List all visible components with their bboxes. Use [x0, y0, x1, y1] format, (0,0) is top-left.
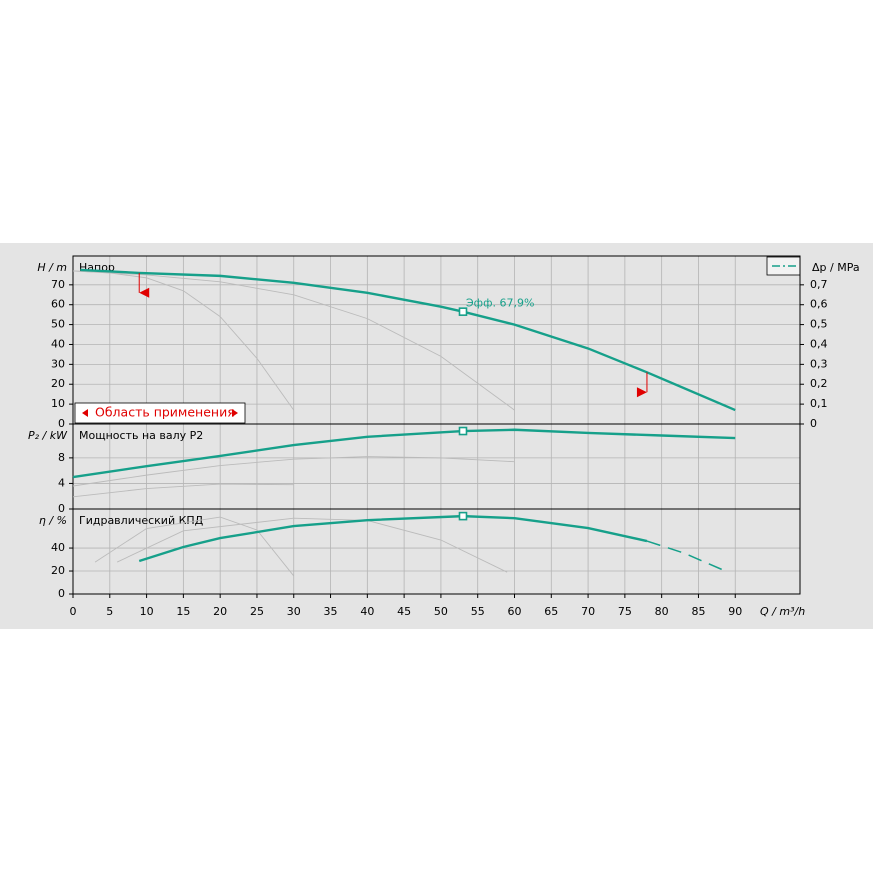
y2-tick-label: 0,1 — [810, 397, 828, 410]
y-axis-label: H / m — [37, 261, 67, 274]
y2-tick-label: 0 — [810, 417, 817, 430]
reference-line — [72, 456, 515, 487]
x-tick-label: 60 — [507, 605, 521, 618]
operating-point — [458, 426, 468, 436]
series-line — [646, 540, 729, 573]
reference-line — [72, 483, 294, 498]
x-tick-label: 40 — [360, 605, 374, 618]
y-tick-label: 0 — [58, 417, 65, 430]
y-tick-label: 60 — [51, 298, 65, 311]
y-tick-label: 4 — [58, 476, 65, 489]
y-tick-label: 40 — [51, 541, 65, 554]
range-box — [74, 402, 246, 424]
y2-axis-label: Δp / MPa — [812, 261, 860, 274]
range-box-arrow — [232, 409, 238, 417]
y-tick-label: 20 — [51, 377, 65, 390]
operating-point — [458, 307, 468, 316]
range-arrow — [636, 387, 647, 398]
panel-title: Гидравлический КПД — [79, 514, 204, 527]
x-axis-label: Q / m³/h — [760, 605, 805, 618]
series-line — [138, 514, 648, 563]
x-tick-label: 65 — [544, 605, 558, 618]
x-tick-label: 80 — [655, 605, 669, 618]
x-tick-label: 5 — [106, 605, 113, 618]
y2-tick-label: 0,4 — [810, 337, 828, 350]
x-tick-label: 15 — [176, 605, 190, 618]
legend — [766, 256, 801, 276]
operating-point — [458, 511, 468, 521]
x-tick-label: 55 — [471, 605, 485, 618]
plot-frame — [72, 508, 801, 595]
panel-background — [0, 243, 873, 629]
x-tick-label: 20 — [213, 605, 227, 618]
x-tick-label: 30 — [287, 605, 301, 618]
y2-tick-label: 0,3 — [810, 357, 828, 370]
y-tick-label: 20 — [51, 564, 65, 577]
x-tick-label: 75 — [618, 605, 632, 618]
y-tick-label: 50 — [51, 318, 65, 331]
series-line — [80, 268, 736, 412]
x-tick-label: 35 — [324, 605, 338, 618]
series-line — [72, 428, 736, 479]
range-label: Область применения — [95, 405, 235, 420]
y-tick-label: 40 — [51, 337, 65, 350]
range-arrow — [139, 287, 150, 298]
y-tick-label: 8 — [58, 451, 65, 464]
y2-tick-label: 0,7 — [810, 278, 828, 291]
x-tick-label: 50 — [434, 605, 448, 618]
y-tick-label: 30 — [51, 357, 65, 370]
x-tick-label: 85 — [691, 605, 705, 618]
panel-title: Мощность на валу P2 — [79, 429, 203, 442]
efficiency-label: Эфф. 67,9% — [466, 297, 534, 310]
x-tick-label: 0 — [70, 605, 77, 618]
y2-tick-label: 0,5 — [810, 318, 828, 331]
y-axis-label: η / % — [39, 514, 67, 527]
y-tick-label: 70 — [51, 278, 65, 291]
range-box-arrow — [82, 409, 88, 417]
y2-tick-label: 0,2 — [810, 377, 828, 390]
x-tick-label: 70 — [581, 605, 595, 618]
reference-line — [94, 516, 295, 577]
y-tick-label: 0 — [58, 587, 65, 600]
y-tick-label: 10 — [51, 397, 65, 410]
reference-line — [72, 270, 515, 411]
y-axis-label: P₂ / kW — [28, 429, 68, 442]
y2-tick-label: 0,6 — [810, 298, 828, 311]
x-tick-label: 25 — [250, 605, 264, 618]
x-tick-label: 10 — [140, 605, 154, 618]
reference-line — [116, 517, 508, 573]
x-tick-label: 45 — [397, 605, 411, 618]
x-tick-label: 90 — [728, 605, 742, 618]
y-tick-label: 0 — [58, 502, 65, 515]
